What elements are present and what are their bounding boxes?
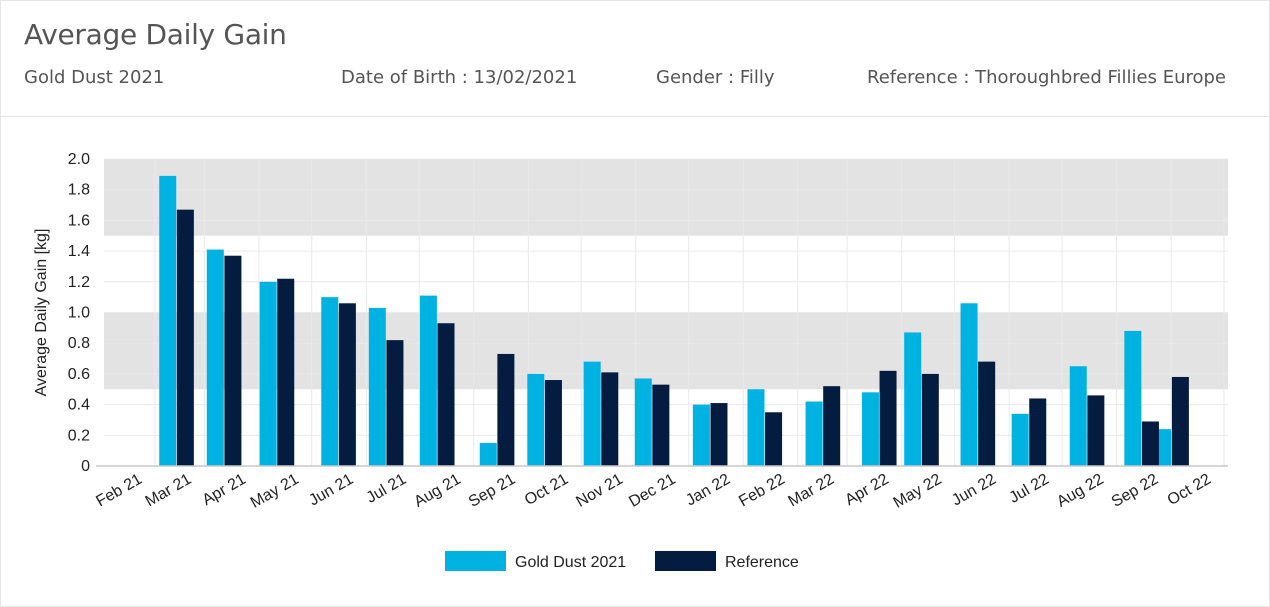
bar-reference-10 — [710, 403, 728, 466]
x-tick-label: Jul 21 — [364, 471, 410, 507]
x-tick-label: Feb 21 — [93, 471, 145, 511]
y-tick-label: 2.0 — [68, 151, 90, 168]
x-tick-label: Aug 21 — [411, 471, 464, 511]
x-tick-label: Apr 21 — [200, 471, 249, 509]
bar-gold-dust-12 — [805, 401, 823, 466]
chart-header: Average Daily Gain Gold Dust 2021 Date o… — [0, 0, 1268, 117]
bar-reference-7 — [544, 380, 562, 466]
bar-gold-dust-11 — [747, 389, 765, 466]
bar-gold-dust-18 — [1124, 330, 1142, 466]
bar-reference-13 — [879, 370, 897, 466]
x-tick-label: Jan 22 — [683, 471, 733, 510]
y-tick-label: 0.2 — [68, 427, 90, 444]
bar-gold-dust-2 — [259, 281, 277, 466]
bar-reference-2 — [277, 278, 295, 466]
bar-gold-dust-15 — [960, 303, 978, 466]
bar-gold-dust-9 — [634, 378, 652, 466]
x-tick-label: Oct 21 — [522, 471, 571, 509]
bar-reference-5 — [437, 323, 455, 466]
x-tick-label: May 21 — [248, 471, 302, 512]
bar-reference-19 — [1171, 376, 1189, 466]
bar-gold-dust-16 — [1011, 413, 1029, 466]
bar-gold-dust-0 — [159, 175, 177, 466]
bar-reference-4 — [386, 340, 404, 466]
bar-reference-14 — [921, 373, 939, 466]
y-axis-title: Average Daily Gain [kg] — [33, 229, 50, 397]
x-tick-label: Jun 22 — [949, 471, 999, 510]
bar-chart: 00.20.40.60.81.01.21.41.61.82.0 Feb 21Ma… — [33, 151, 1228, 571]
bar-gold-dust-3 — [321, 297, 339, 466]
horse-name: Gold Dust 2021 — [24, 67, 165, 88]
bar-reference-9 — [652, 384, 670, 466]
bar-gold-dust-10 — [692, 404, 710, 466]
bar-reference-16 — [1029, 398, 1047, 466]
bar-gold-dust-4 — [368, 307, 386, 466]
bar-gold-dust-5 — [419, 295, 437, 466]
bar-reference-0 — [176, 209, 194, 466]
x-tick-label: Apr 22 — [842, 471, 891, 509]
x-tick-label: May 22 — [891, 471, 945, 512]
bar-gold-dust-1 — [206, 249, 224, 466]
bar-reference-17 — [1087, 395, 1105, 466]
x-tick-label: Mar 22 — [785, 471, 837, 511]
x-tick-label: Sep 22 — [1109, 471, 1162, 511]
y-tick-label: 1.4 — [68, 243, 90, 260]
bar-reference-3 — [338, 303, 356, 466]
y-tick-label: 0.8 — [68, 335, 90, 352]
y-tick-label: 0.6 — [68, 366, 90, 383]
y-tick-label: 1.0 — [68, 305, 90, 322]
x-tick-label: Sep 21 — [466, 471, 519, 511]
legend-label-gold-dust: Gold Dust 2021 — [515, 554, 626, 571]
y-tick-labels: 0 0.2 0.4 0.6 0.8 1.0 1.2 1.4 1.6 1.8 2.0 — [68, 151, 90, 475]
bar-gold-dust-14 — [904, 332, 922, 466]
bars — [159, 175, 1189, 466]
y-tick-label: 1.6 — [68, 212, 90, 229]
bar-gold-dust-8 — [583, 361, 601, 466]
x-tick-label: Jul 22 — [1006, 471, 1052, 507]
bar-reference-1 — [224, 255, 242, 466]
legend-swatch-gold-dust — [445, 551, 506, 571]
bar-gold-dust-6 — [479, 442, 497, 466]
y-tick-label: 0 — [81, 458, 90, 475]
bar-reference-15 — [978, 361, 996, 466]
x-tick-label: Oct 22 — [1165, 471, 1214, 509]
target-band-1 — [104, 159, 1228, 236]
x-tick-label: Mar 21 — [143, 471, 195, 511]
bar-gold-dust-13 — [861, 392, 879, 466]
reference: Reference : Thoroughbred Fillies Europe — [867, 67, 1226, 88]
legend: Gold Dust 2021 Reference — [445, 551, 799, 571]
bar-reference-18 — [1141, 421, 1159, 466]
bar-gold-dust-17 — [1069, 366, 1087, 466]
x-tick-label: Jun 21 — [306, 471, 356, 510]
y-tick-label: 0.4 — [68, 397, 90, 414]
x-tick-label: Aug 22 — [1054, 471, 1107, 511]
bar-reference-12 — [823, 386, 841, 466]
legend-swatch-reference — [655, 551, 716, 571]
x-tick-label: Dec 21 — [626, 471, 678, 511]
page-title: Average Daily Gain — [24, 18, 287, 51]
y-tick-label: 1.2 — [68, 274, 90, 291]
bar-reference-8 — [601, 372, 619, 466]
bar-reference-11 — [765, 412, 783, 466]
bar-gold-dust-7 — [527, 373, 545, 466]
legend-label-reference: Reference — [725, 554, 799, 571]
x-tick-label: Nov 21 — [573, 471, 625, 511]
date-of-birth: Date of Birth : 13/02/2021 — [341, 67, 578, 88]
y-tick-label: 1.8 — [68, 182, 90, 199]
bar-reference-6 — [497, 353, 515, 466]
x-tick-label: Feb 22 — [736, 471, 788, 511]
gender: Gender : Filly — [656, 67, 775, 88]
